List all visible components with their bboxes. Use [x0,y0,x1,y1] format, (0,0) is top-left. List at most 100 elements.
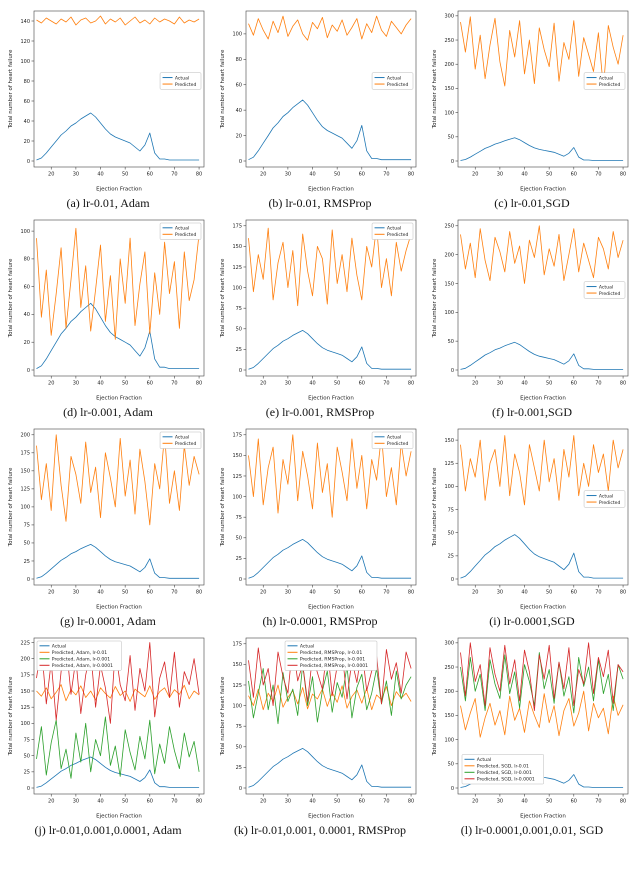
caption-a: (a) lr-0.01, Adam [66,196,150,210]
svg-text:75: 75 [24,523,30,529]
svg-text:50: 50 [334,799,340,805]
svg-text:125: 125 [20,705,30,711]
svg-text:30: 30 [497,381,503,387]
svg-text:175: 175 [20,451,30,457]
svg-text:250: 250 [444,224,454,230]
chart-c: 0 50 100 150 200 250 300 20 30 40 50 60 70 80 Ejection… [432,10,629,193]
svg-text:0: 0 [451,368,454,374]
svg-text:30: 30 [285,172,291,178]
svg-text:125: 125 [444,461,454,467]
svg-text:Predicted, SGD, lr-0.001: Predicted, SGD, lr-0.001 [477,770,532,776]
svg-text:200: 200 [444,689,454,695]
svg-text:50: 50 [236,745,242,751]
svg-text:50: 50 [236,536,242,542]
svg-text:Total number of heart failure: Total number of heart failure [8,676,14,756]
chart-d: 0 20 40 60 80 100 20 30 40 50 60 70 80 Ejection Fract… [8,219,205,402]
svg-text:20: 20 [24,139,30,145]
svg-text:Actual: Actual [599,284,613,290]
svg-text:60: 60 [147,799,153,805]
svg-text:Ejection Fraction: Ejection Fraction [520,396,566,402]
caption-d: (d) lr-0.001, Adam [63,405,153,419]
svg-text:100: 100 [20,505,30,511]
svg-text:Actual: Actual [599,75,613,81]
svg-text:60: 60 [24,284,30,290]
svg-text:60: 60 [571,381,577,387]
svg-text:150: 150 [444,86,454,92]
svg-text:0: 0 [451,786,454,792]
caption-c: (c) lr-0.01,SGD [494,196,570,210]
svg-text:100: 100 [444,484,454,490]
svg-text:60: 60 [147,381,153,387]
svg-text:Predicted: Predicted [387,441,409,447]
svg-text:125: 125 [232,265,242,271]
svg-text:30: 30 [285,799,291,805]
svg-text:50: 50 [546,172,552,178]
subplot-g: 0 25 50 75 100 125 150 175 200 20 30 40 50 60 70 80 Ejec… [2,422,214,629]
svg-text:50: 50 [122,799,128,805]
svg-text:175: 175 [232,224,242,230]
svg-text:Actual: Actual [387,435,401,441]
svg-text:80: 80 [620,381,626,387]
svg-text:20: 20 [472,799,478,805]
svg-text:50: 50 [122,590,128,596]
svg-text:Total number of heart failure: Total number of heart failure [432,258,438,338]
subplot-i: 0 25 50 75 100 125 150 20 30 40 50 60 70 80 Ejection F… [426,422,638,629]
chart-h: 0 25 50 75 100 125 150 175 20 30 40 50 60 70 80 Ejectio… [220,428,417,611]
svg-text:20: 20 [48,590,54,596]
svg-text:75: 75 [24,737,30,743]
svg-text:60: 60 [24,99,30,105]
svg-text:125: 125 [20,487,30,493]
svg-text:50: 50 [448,762,454,768]
caption-j: (j) lr-0.01,0.001,0.0001, Adam [34,823,182,837]
svg-text:Predicted, RMSProp, lr-0.01: Predicted, RMSProp, lr-0.01 [300,650,363,656]
caption-i: (i) lr-0.0001,SGD [489,614,575,628]
svg-text:50: 50 [334,590,340,596]
svg-text:30: 30 [497,590,503,596]
chart-f: 0 50 100 150 200 250 20 30 40 50 60 70 80 Ejection Fr… [432,219,629,402]
svg-text:Predicted: Predicted [599,291,621,297]
svg-text:30: 30 [497,799,503,805]
chart-b: 0 20 40 60 80 100 20 30 40 50 60 70 80 Ejection Fract… [220,10,417,193]
svg-text:40: 40 [309,381,315,387]
svg-text:20: 20 [260,590,266,596]
svg-text:0: 0 [239,577,242,583]
svg-text:75: 75 [448,507,454,513]
svg-text:30: 30 [497,172,503,178]
svg-text:100: 100 [232,32,242,38]
svg-text:80: 80 [24,257,30,263]
svg-text:Predicted: Predicted [387,232,409,238]
svg-text:Ejection Fraction: Ejection Fraction [96,814,142,820]
svg-text:0: 0 [27,368,30,374]
svg-text:60: 60 [571,799,577,805]
svg-text:80: 80 [196,381,202,387]
svg-text:40: 40 [521,590,527,596]
svg-text:Actual: Actual [175,226,189,232]
svg-text:150: 150 [444,438,454,444]
svg-text:225: 225 [20,640,30,646]
svg-text:300: 300 [444,14,454,20]
svg-text:175: 175 [232,642,242,648]
svg-text:Actual: Actual [387,75,401,81]
svg-text:80: 80 [196,590,202,596]
svg-text:Predicted, SGD, lr-0.01: Predicted, SGD, lr-0.01 [477,764,529,770]
svg-text:70: 70 [171,590,177,596]
svg-text:100: 100 [20,229,30,235]
svg-text:20: 20 [260,799,266,805]
svg-text:0: 0 [27,786,30,792]
caption-g: (g) lr-0.0001, Adam [60,614,156,628]
svg-text:Total number of heart failure: Total number of heart failure [220,676,226,756]
chart-a: 0 20 40 60 80 100 120 140 20 30 40 50 60 70 80 Ejection… [8,10,205,193]
svg-text:80: 80 [24,79,30,85]
svg-text:Predicted, Adam, lr-0.01: Predicted, Adam, lr-0.01 [52,650,108,656]
svg-text:60: 60 [359,172,365,178]
svg-text:100: 100 [444,737,454,743]
svg-text:40: 40 [97,172,103,178]
subplot-f: 0 50 100 150 200 250 20 30 40 50 60 70 80 Ejection Fr… [426,213,638,420]
svg-text:75: 75 [236,306,242,312]
svg-text:80: 80 [408,799,414,805]
svg-text:100: 100 [20,59,30,65]
svg-text:20: 20 [48,172,54,178]
svg-text:Actual: Actual [52,644,66,650]
svg-text:150: 150 [20,689,30,695]
svg-text:60: 60 [147,172,153,178]
